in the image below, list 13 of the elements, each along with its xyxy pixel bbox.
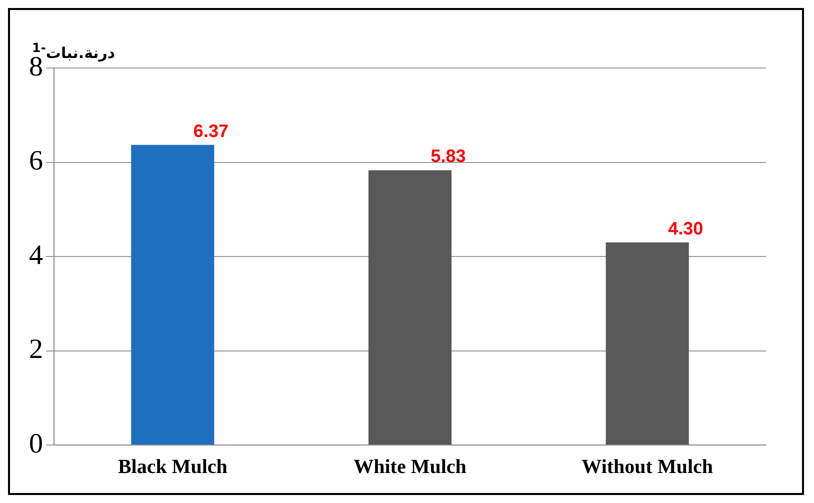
- data-label: 4.30: [668, 218, 704, 238]
- x-tick-label: Without Mulch: [582, 456, 713, 478]
- data-label: 5.83: [430, 146, 466, 166]
- bar: [606, 242, 689, 444]
- y-tick-label: 6: [29, 146, 43, 177]
- x-tick-label: Black Mulch: [118, 456, 228, 478]
- y-tick-label: 0: [29, 428, 43, 460]
- y-tick-label: 2: [29, 334, 43, 366]
- y-tick-label: 4: [29, 240, 43, 271]
- data-label: 6.37: [193, 120, 228, 141]
- bar: [368, 170, 452, 444]
- x-tick-label: White Mulch: [354, 456, 466, 478]
- bar: [131, 144, 214, 444]
